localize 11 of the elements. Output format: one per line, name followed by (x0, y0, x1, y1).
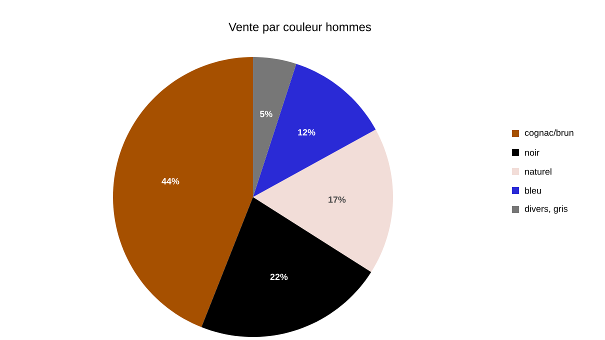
data-label: 12% (298, 129, 316, 136)
chart-title: Vente par couleur hommes (228, 22, 371, 34)
data-label: 22% (270, 274, 288, 280)
legend-label: bleu (525, 187, 541, 194)
data-label: 44% (162, 178, 180, 184)
legend-label: cognac/brun (524, 129, 574, 138)
data-label: 17% (328, 196, 346, 203)
legend-label: naturel (525, 168, 552, 175)
data-label: 5% (260, 110, 272, 118)
legend-label: noir (525, 149, 540, 156)
legend-label: divers, gris (524, 205, 568, 214)
